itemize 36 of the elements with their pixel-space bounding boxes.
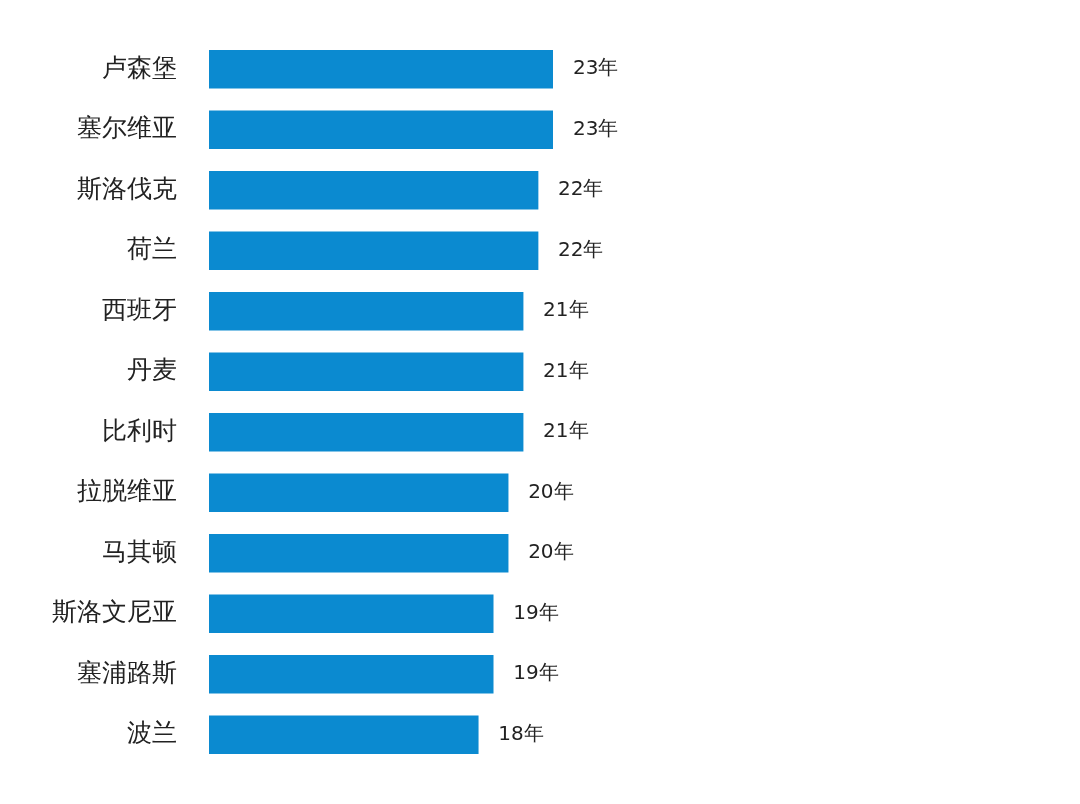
data-label: 21年 — [543, 297, 589, 322]
data-label: 18年 — [498, 720, 544, 745]
bar — [209, 49, 553, 89]
bar — [209, 110, 553, 150]
y-tick-label: 塞尔维亚 — [77, 113, 177, 143]
bar — [209, 170, 539, 210]
y-tick-label: 马其顿 — [102, 536, 177, 566]
bar — [209, 412, 524, 452]
y-tick-label: 荷兰 — [127, 234, 177, 264]
y-tick-label: 塞浦路斯 — [77, 657, 177, 687]
bar — [209, 473, 509, 513]
data-label: 19年 — [513, 660, 559, 685]
y-tick-label: 斯洛文尼亚 — [52, 597, 177, 627]
bar — [209, 291, 524, 331]
bar — [209, 594, 494, 634]
data-label: 20年 — [528, 478, 574, 503]
data-label: 21年 — [543, 418, 589, 443]
data-label: 22年 — [558, 176, 604, 201]
y-tick-label: 波兰 — [127, 718, 177, 748]
bar — [209, 231, 539, 271]
y-tick-label: 比利时 — [102, 415, 177, 445]
data-label: 22年 — [558, 236, 604, 261]
y-tick-label: 拉脱维亚 — [77, 476, 177, 506]
bar — [209, 533, 509, 573]
bar — [209, 352, 524, 392]
data-label: 23年 — [573, 55, 619, 80]
y-tick-label: 西班牙 — [102, 294, 177, 324]
data-label: 20年 — [528, 539, 574, 564]
data-label: 19年 — [513, 599, 559, 624]
y-tick-label: 卢森堡 — [102, 52, 177, 82]
bar — [209, 715, 479, 755]
y-tick-label: 斯洛伐克 — [77, 173, 177, 203]
data-label: 23年 — [573, 115, 619, 140]
y-tick-label: 丹麦 — [127, 355, 177, 385]
bar — [209, 654, 494, 694]
data-label: 21年 — [543, 357, 589, 382]
